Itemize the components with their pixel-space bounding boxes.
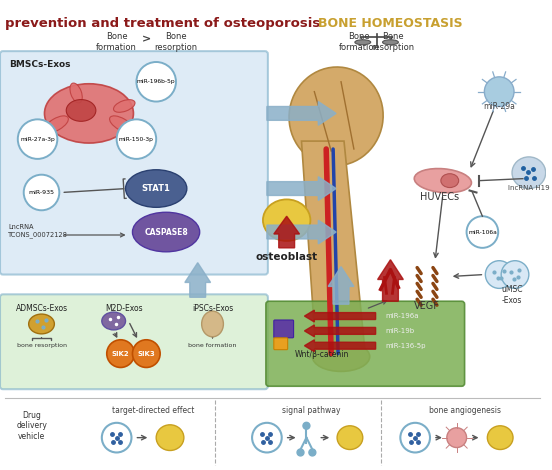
Text: miR-106a: miR-106a bbox=[468, 229, 497, 235]
Text: Bone
formation: Bone formation bbox=[96, 32, 137, 52]
FancyBboxPatch shape bbox=[266, 301, 465, 386]
FancyArrow shape bbox=[267, 177, 336, 200]
Text: VEGF: VEGF bbox=[414, 301, 440, 311]
Ellipse shape bbox=[383, 40, 399, 45]
Text: BMSCs-Exos: BMSCs-Exos bbox=[9, 60, 71, 69]
Circle shape bbox=[309, 449, 316, 456]
Ellipse shape bbox=[337, 426, 363, 449]
Ellipse shape bbox=[415, 169, 471, 193]
Circle shape bbox=[501, 261, 529, 289]
FancyArrow shape bbox=[267, 102, 336, 125]
Circle shape bbox=[447, 428, 466, 447]
Circle shape bbox=[116, 119, 156, 159]
Ellipse shape bbox=[29, 314, 54, 334]
Text: bone angiogenesis: bone angiogenesis bbox=[428, 406, 501, 415]
Ellipse shape bbox=[132, 212, 200, 252]
FancyBboxPatch shape bbox=[0, 294, 268, 389]
FancyArrow shape bbox=[185, 263, 210, 298]
Circle shape bbox=[466, 216, 498, 248]
Text: M2D-Exos: M2D-Exos bbox=[105, 304, 142, 313]
Ellipse shape bbox=[70, 83, 82, 103]
Text: STAT1: STAT1 bbox=[142, 184, 171, 193]
Text: HUVECs: HUVECs bbox=[420, 193, 459, 203]
FancyArrow shape bbox=[274, 216, 300, 248]
Ellipse shape bbox=[102, 312, 125, 330]
Text: Bone
resorption: Bone resorption bbox=[371, 32, 414, 52]
Text: bone resorption: bone resorption bbox=[17, 343, 67, 348]
Circle shape bbox=[102, 423, 131, 453]
Circle shape bbox=[400, 423, 430, 453]
Ellipse shape bbox=[312, 342, 370, 371]
Circle shape bbox=[485, 261, 513, 289]
Text: Bone
formation: Bone formation bbox=[338, 32, 379, 52]
Text: Bone
resorption: Bone resorption bbox=[155, 32, 198, 52]
Text: BONE HOMEOSTASIS: BONE HOMEOSTASIS bbox=[318, 16, 463, 30]
Text: SIK3: SIK3 bbox=[137, 351, 155, 357]
Ellipse shape bbox=[355, 40, 371, 45]
Ellipse shape bbox=[125, 170, 187, 207]
Ellipse shape bbox=[487, 426, 513, 449]
FancyArrow shape bbox=[267, 220, 336, 244]
FancyBboxPatch shape bbox=[0, 51, 268, 274]
Circle shape bbox=[136, 62, 176, 102]
Text: miR-19b: miR-19b bbox=[385, 328, 415, 334]
Text: uMSC
-Exos: uMSC -Exos bbox=[501, 285, 523, 305]
Ellipse shape bbox=[45, 84, 134, 143]
Text: Drug
delivery
vehicle: Drug delivery vehicle bbox=[16, 411, 47, 441]
FancyBboxPatch shape bbox=[274, 320, 294, 338]
Text: prevention and treatment of osteoporosis: prevention and treatment of osteoporosis bbox=[5, 16, 320, 30]
Polygon shape bbox=[301, 141, 366, 359]
Ellipse shape bbox=[201, 311, 224, 337]
Text: ADMSCs-Exos: ADMSCs-Exos bbox=[15, 304, 67, 313]
FancyBboxPatch shape bbox=[274, 338, 288, 350]
Circle shape bbox=[18, 119, 57, 159]
Text: osteoblast: osteoblast bbox=[256, 252, 318, 262]
FancyArrow shape bbox=[328, 266, 354, 304]
Circle shape bbox=[132, 340, 160, 368]
FancyArrow shape bbox=[305, 325, 375, 337]
Circle shape bbox=[484, 77, 514, 107]
Text: miR-136-5p: miR-136-5p bbox=[385, 343, 426, 349]
Text: signal pathway: signal pathway bbox=[282, 406, 341, 415]
Text: bone formation: bone formation bbox=[188, 343, 237, 348]
Ellipse shape bbox=[45, 116, 68, 133]
Ellipse shape bbox=[441, 174, 459, 188]
Ellipse shape bbox=[289, 67, 383, 166]
Circle shape bbox=[107, 340, 135, 368]
Circle shape bbox=[303, 423, 310, 429]
Text: miR-150-3p: miR-150-3p bbox=[119, 137, 154, 141]
Ellipse shape bbox=[114, 100, 135, 112]
FancyArrow shape bbox=[305, 310, 375, 322]
FancyArrow shape bbox=[305, 340, 375, 352]
Text: >: > bbox=[142, 34, 151, 44]
Ellipse shape bbox=[109, 116, 134, 133]
Circle shape bbox=[252, 423, 282, 453]
Text: Wnt/β-catenin: Wnt/β-catenin bbox=[295, 350, 349, 359]
Text: lncRNA H19: lncRNA H19 bbox=[508, 185, 550, 191]
Circle shape bbox=[297, 449, 304, 456]
Text: LncRNA
TCONS_00072128: LncRNA TCONS_00072128 bbox=[8, 224, 68, 238]
Ellipse shape bbox=[512, 157, 546, 188]
Circle shape bbox=[24, 175, 59, 210]
Text: miR-935: miR-935 bbox=[29, 190, 55, 195]
Ellipse shape bbox=[156, 425, 184, 451]
Text: miR-196a: miR-196a bbox=[385, 313, 419, 319]
Text: CASPASE8: CASPASE8 bbox=[144, 227, 188, 236]
FancyArrow shape bbox=[378, 260, 404, 301]
Text: miR-196b-5p: miR-196b-5p bbox=[137, 79, 176, 84]
Ellipse shape bbox=[66, 100, 96, 121]
Text: miR-29a: miR-29a bbox=[483, 102, 515, 110]
Text: miR-27a-3p: miR-27a-3p bbox=[20, 137, 55, 141]
Text: SIK2: SIK2 bbox=[112, 351, 129, 357]
Text: target-directed effect: target-directed effect bbox=[112, 406, 194, 415]
Ellipse shape bbox=[263, 199, 310, 241]
Text: iPSCs-Exos: iPSCs-Exos bbox=[192, 304, 233, 313]
